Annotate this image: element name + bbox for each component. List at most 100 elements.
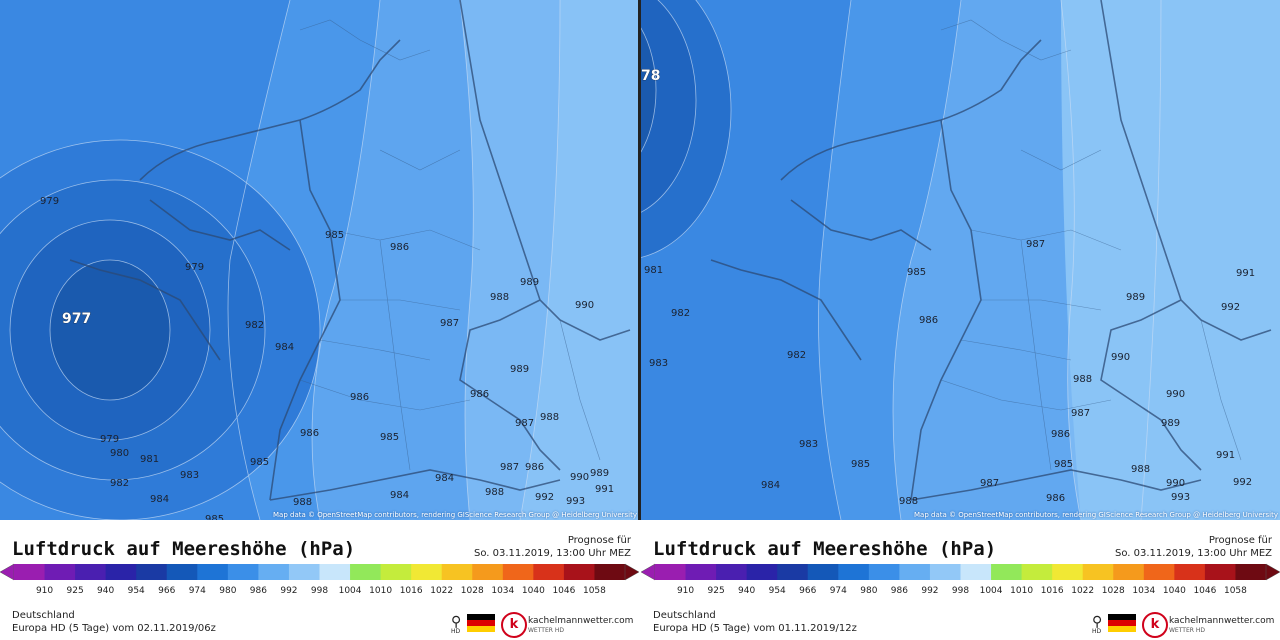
- scale-tick-label: 954: [768, 586, 786, 596]
- scale-swatch: [502, 564, 534, 580]
- isobar-label: 982: [787, 350, 806, 361]
- scale-tick-label: 1022: [1071, 586, 1095, 596]
- isobar-label: 986: [1051, 429, 1070, 440]
- isobar-label: 986: [350, 392, 369, 403]
- isobar-label: 985: [250, 457, 269, 468]
- scale-ticks: 910 925 940 954 966 974 980 986 992 998 1004 1010 10…: [0, 586, 639, 598]
- isobar-label: 988: [1073, 374, 1092, 385]
- isobar-label: 992: [1233, 477, 1252, 488]
- scale-swatch: [1174, 564, 1206, 580]
- pressure-map: 977 979 979 979 980 981 982 982 983 984 984 984 984 9…: [0, 0, 639, 520]
- scale-swatch: [227, 564, 259, 580]
- isobar-label: 983: [649, 358, 668, 369]
- isobar-label: 982: [110, 478, 129, 489]
- forecast-panel-right: 78 981 982 982 983 983 984 985 985 985 986 986 986 98…: [641, 0, 1280, 640]
- region-label: Deutschland: [12, 610, 75, 621]
- hd-label: HD: [451, 628, 461, 635]
- scale-tick-label: 986: [890, 586, 908, 596]
- kachelmann-logo-icon[interactable]: k: [1142, 612, 1168, 638]
- model-run: Europa HD (5 Tage) vom 01.11.2019/12z: [653, 623, 857, 634]
- brand-sub: WETTER HD: [528, 627, 564, 634]
- isobar-label: 993: [566, 496, 585, 507]
- scale-tick-label: 986: [249, 586, 267, 596]
- flag-stripe-2: [467, 620, 495, 626]
- flag-stripe-3: [467, 626, 495, 632]
- logo-bar: ⚲ HD k kachelmannwetter.com WETTER HD: [1092, 612, 1275, 640]
- scale-tick-label: 1040: [1162, 586, 1186, 596]
- isobar-label: 988: [540, 412, 559, 423]
- scale-tick-label: 1016: [399, 586, 423, 596]
- isobar-label: 986: [1046, 493, 1065, 504]
- isobar-label: 981: [644, 265, 663, 276]
- isobar-label: 989: [1126, 292, 1145, 303]
- isobar-label: 987: [1071, 408, 1090, 419]
- scale-tick-label: 1046: [552, 586, 576, 596]
- isobar-label: 984: [275, 342, 294, 353]
- scale-tick-label: 1058: [582, 586, 606, 596]
- isobar-label: 991: [595, 484, 614, 495]
- scale-swatch: [899, 564, 931, 580]
- brand-name[interactable]: kachelmannwetter.com: [1169, 616, 1275, 626]
- isobar-label: 990: [575, 300, 594, 311]
- isobar-label: 983: [180, 470, 199, 481]
- isobar-label: 985: [205, 514, 224, 520]
- scale-swatch: [929, 564, 961, 580]
- isobar-label: 989: [590, 468, 609, 479]
- germany-flag-icon: [1108, 614, 1136, 632]
- isobar-label: 982: [245, 320, 264, 331]
- germany-flag-icon: [467, 614, 495, 632]
- legend-area: Luftdruck auf Meereshöhe (hPa) Prognose …: [0, 520, 639, 640]
- scale-swatch: [258, 564, 290, 580]
- model-run: Europa HD (5 Tage) vom 02.11.2019/06z: [12, 623, 216, 634]
- scale-tick-label: 998: [310, 586, 329, 596]
- scale-swatch: [960, 564, 992, 580]
- prognose-time: So. 03.11.2019, 13:00 Uhr MEZ: [473, 548, 631, 559]
- isobar-label: 986: [300, 428, 319, 439]
- flag-stripe-2: [1108, 620, 1136, 626]
- scale-arrow-right: [1265, 563, 1280, 581]
- scale-tick-label: 925: [66, 586, 84, 596]
- scale-arrow-left: [0, 563, 15, 581]
- scale-tick-label: 1034: [1132, 586, 1156, 596]
- scale-swatch: [166, 564, 198, 580]
- scale-tick-label: 954: [127, 586, 145, 596]
- scale-tick-label: 1028: [460, 586, 484, 596]
- scale-swatch: [777, 564, 809, 580]
- scale-tick-label: 940: [97, 586, 115, 596]
- kachelmann-logo-icon[interactable]: k: [501, 612, 527, 638]
- scale-swatch: [14, 564, 46, 580]
- magnifier-icon[interactable]: ⚲: [451, 614, 462, 630]
- logo-bar: ⚲ HD k kachelmannwetter.com WETTER HD: [451, 612, 634, 640]
- isobar-label: 987: [515, 418, 534, 429]
- prognose-label: Prognose für: [1208, 535, 1272, 546]
- scale-swatch: [563, 564, 595, 580]
- scale-swatch: [288, 564, 320, 580]
- isobar-label: 988: [899, 496, 918, 507]
- scale-tick-label: 1046: [1193, 586, 1217, 596]
- pressure-map: 78 981 982 982 983 983 984 985 985 985 986 986 986 98…: [641, 0, 1280, 520]
- isobar-label: 989: [520, 277, 539, 288]
- prognose-block: Prognose für So. 03.11.2019, 13:00 Uhr M…: [474, 534, 631, 560]
- scale-swatch: [1143, 564, 1175, 580]
- model-info: Deutschland Europa HD (5 Tage) vom 02.11…: [12, 609, 216, 635]
- isobar-label: 989: [1161, 418, 1180, 429]
- isobar-label: 78: [641, 68, 660, 84]
- scale-tick-label: 974: [188, 586, 206, 596]
- scale-arrow-right: [624, 563, 639, 581]
- isobar-label: 984: [435, 473, 454, 484]
- brand-name[interactable]: kachelmannwetter.com: [528, 616, 634, 626]
- scale-tick-label: 980: [219, 586, 237, 596]
- scale-swatch: [197, 564, 229, 580]
- panel-divider: [638, 0, 641, 520]
- isobar-label: 990: [1166, 389, 1185, 400]
- prognose-time: So. 03.11.2019, 13:00 Uhr MEZ: [1114, 548, 1272, 559]
- scale-tick-label: 1034: [491, 586, 515, 596]
- scale-tick-label: 974: [829, 586, 847, 596]
- magnifier-icon[interactable]: ⚲: [1092, 614, 1103, 630]
- map-attribution: Map data © OpenStreetMap contributors, r…: [273, 511, 637, 519]
- scale-tick-label: 1022: [430, 586, 454, 596]
- isobar-label: 990: [570, 472, 589, 483]
- scale-swatch: [105, 564, 137, 580]
- isobar-label: 984: [390, 490, 409, 501]
